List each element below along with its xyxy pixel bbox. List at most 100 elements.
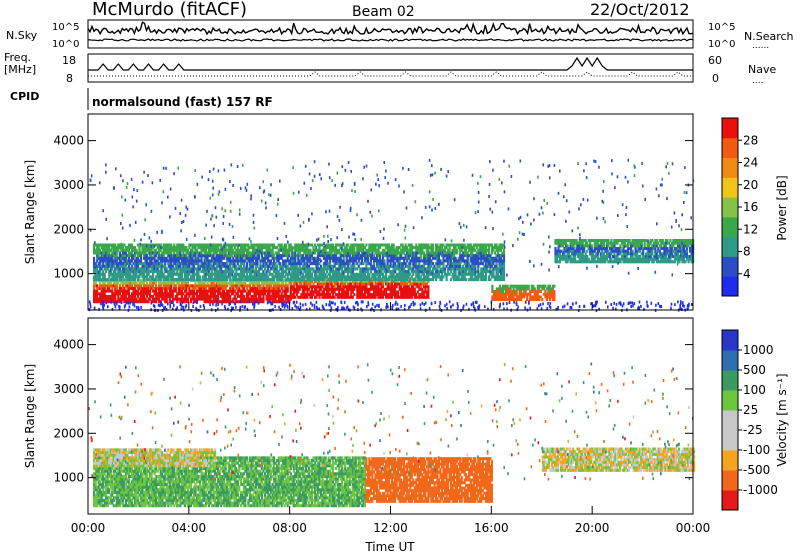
power-cell xyxy=(383,264,386,268)
power-cell xyxy=(398,259,401,263)
power-cell xyxy=(310,290,313,294)
power-cell xyxy=(111,262,114,266)
power-cell xyxy=(425,278,428,282)
power-cell xyxy=(161,281,164,285)
power-cell xyxy=(509,295,512,299)
power-cell xyxy=(146,278,149,282)
power-cell xyxy=(126,248,129,252)
power-cell xyxy=(397,256,400,260)
power-cell xyxy=(289,256,292,260)
power-cell xyxy=(195,294,199,298)
power-cell xyxy=(156,297,159,301)
power-cell xyxy=(94,281,97,285)
power-cell xyxy=(256,243,259,247)
power-cell xyxy=(310,256,313,260)
power-cell xyxy=(180,256,183,260)
power-cell xyxy=(103,248,106,252)
power-cell xyxy=(186,259,189,263)
power-cell xyxy=(372,290,376,294)
power-cell xyxy=(501,264,504,268)
power-cell xyxy=(286,297,289,301)
power-cell xyxy=(256,246,259,250)
power-cell xyxy=(195,284,199,288)
power-cell xyxy=(156,272,159,276)
power-cell xyxy=(412,259,415,263)
power-cell xyxy=(457,259,460,263)
power-cell xyxy=(558,249,562,253)
power-cell xyxy=(173,246,176,250)
power-cell xyxy=(321,279,324,283)
power-cell xyxy=(192,278,196,282)
power-cell xyxy=(462,243,465,247)
power-cell xyxy=(406,293,409,297)
power-cell xyxy=(421,267,424,271)
power-cell xyxy=(563,255,566,258)
power-cell xyxy=(118,272,121,276)
power-cell xyxy=(480,256,483,260)
power-cell xyxy=(212,243,215,247)
power-cell xyxy=(465,251,468,255)
power-cell xyxy=(177,254,180,258)
power-cell xyxy=(112,243,115,247)
power-cell xyxy=(276,286,279,290)
power-cell xyxy=(289,295,292,299)
power-cell xyxy=(321,251,324,255)
power-cell xyxy=(239,243,242,247)
power-cell xyxy=(315,259,318,263)
power-cell xyxy=(146,292,149,296)
power-cell xyxy=(191,292,194,296)
power-cell xyxy=(109,259,112,263)
power-cell xyxy=(344,293,347,297)
power-cell xyxy=(165,246,168,250)
power-cell xyxy=(285,270,288,274)
power-cell xyxy=(351,251,354,255)
power-cell xyxy=(124,292,127,296)
power-cell xyxy=(254,262,258,266)
power-cell xyxy=(371,251,374,255)
power-cell xyxy=(307,279,310,283)
power-cell xyxy=(345,259,348,263)
power-cell xyxy=(268,264,271,268)
power-cell xyxy=(276,294,279,298)
power-cell xyxy=(156,251,159,255)
power-cell xyxy=(282,267,285,271)
power-cell xyxy=(369,243,372,247)
power-cell xyxy=(209,246,212,250)
power-cell xyxy=(372,293,376,297)
power-cell xyxy=(239,248,242,252)
power-cell xyxy=(205,256,208,260)
power-cell xyxy=(238,264,241,268)
power-cell xyxy=(211,256,214,260)
power-cell xyxy=(326,279,329,283)
power-cell xyxy=(241,243,244,247)
power-cell xyxy=(319,254,323,258)
power-cell xyxy=(492,248,495,252)
power-cell xyxy=(205,300,208,304)
power-cell xyxy=(445,278,448,282)
power-cell xyxy=(221,264,224,268)
power-cell xyxy=(171,292,174,296)
power-cell xyxy=(286,256,289,260)
power-cell xyxy=(124,262,127,266)
power-cell xyxy=(212,278,215,282)
power-cell xyxy=(183,270,186,274)
power-cell xyxy=(227,275,230,279)
power-cell xyxy=(235,251,238,255)
power-cell xyxy=(389,290,392,294)
power-cell xyxy=(374,293,377,297)
power-cell xyxy=(94,300,97,304)
power-cell xyxy=(395,254,398,258)
power-cell xyxy=(220,243,223,247)
power-cell xyxy=(223,270,226,274)
power-cell xyxy=(230,267,233,271)
power-cell xyxy=(481,262,484,266)
power-cell xyxy=(412,254,415,258)
power-cell xyxy=(298,282,301,286)
power-cell xyxy=(138,279,141,282)
power-cell xyxy=(226,284,229,288)
power-cell xyxy=(409,295,412,299)
power-cell xyxy=(391,285,394,289)
power-cell xyxy=(538,284,541,288)
power-cell xyxy=(236,272,239,276)
power-cell xyxy=(239,281,242,285)
